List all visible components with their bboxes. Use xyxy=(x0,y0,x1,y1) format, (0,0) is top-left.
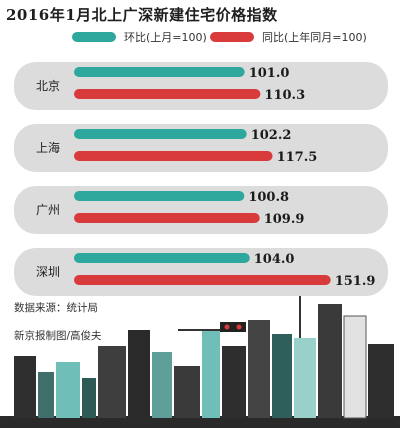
bar-yoy xyxy=(74,275,331,285)
data-label: 101.0 xyxy=(249,66,290,81)
bar-yoy xyxy=(74,213,260,223)
data-label: 117.5 xyxy=(277,150,318,165)
legend-swatch-yoy xyxy=(210,32,254,42)
category-label: 深圳 xyxy=(36,265,60,279)
data-label: 104.0 xyxy=(254,252,295,267)
legend-item-mom: 环比(上月=100) xyxy=(72,29,207,45)
data-label: 102.2 xyxy=(251,128,292,143)
bar-mom xyxy=(74,191,245,201)
bar-yoy xyxy=(74,89,261,99)
legend-item-yoy: 同比(上年同月=100) xyxy=(210,29,367,45)
legend-swatch-mom xyxy=(72,32,116,42)
bar-mom xyxy=(74,129,247,139)
data-label: 100.8 xyxy=(248,190,289,205)
credit-note: 新京报制图/高俊夫 xyxy=(14,330,102,342)
bar-yoy xyxy=(74,151,273,161)
chart-title: 2016年1月北上广深新建住宅价格指数 xyxy=(6,6,278,24)
category-label: 北京 xyxy=(36,79,60,93)
legend-label-yoy: 同比(上年同月=100) xyxy=(262,31,367,44)
bar-mom xyxy=(74,253,250,263)
legend-label-mom: 环比(上月=100) xyxy=(124,31,207,44)
category-label: 上海 xyxy=(36,140,60,155)
city-skyline-illustration xyxy=(0,296,400,428)
source-note: 数据来源：统计局 xyxy=(14,302,98,314)
data-label: 110.3 xyxy=(264,88,305,103)
data-label: 151.9 xyxy=(335,274,376,289)
bar-mom xyxy=(74,67,245,77)
data-label: 109.9 xyxy=(264,212,305,227)
category-label: 广州 xyxy=(36,203,60,217)
